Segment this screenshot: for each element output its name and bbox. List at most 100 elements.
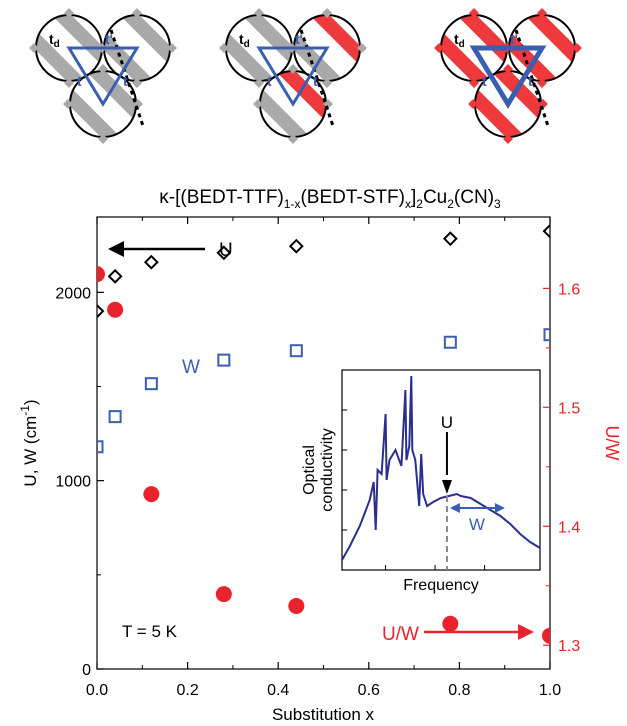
molecule-corner-marker — [357, 43, 367, 53]
molecule-corner-marker — [469, 78, 479, 88]
label-t-left: t — [77, 73, 82, 89]
temperature-label: T = 5 K — [122, 622, 178, 641]
chart-title: κ-[(BEDT-TTF)1-x(BEDT-STF)x]2Cu2(CN)3 — [159, 187, 501, 211]
w-data-point — [144, 377, 158, 391]
uw-data-point — [215, 586, 232, 603]
y-right-tick-label: 1.4 — [558, 519, 580, 536]
inset-chart: U W Frequency Optical conductivity — [301, 369, 541, 594]
x-tick-label: 0.2 — [176, 682, 198, 699]
uw-arrow-head — [518, 624, 534, 640]
y-left-tick-label: 2000 — [55, 285, 91, 302]
molecule-site — [29, 8, 109, 88]
title-part: 2 — [447, 197, 454, 211]
molecule-corner-marker — [322, 8, 332, 18]
inset-w-arrow-head-left — [449, 503, 460, 513]
x-tick-label: 0.8 — [448, 682, 470, 699]
title-part: (BEDT-STF) — [300, 187, 405, 208]
molecule-site — [468, 64, 548, 144]
y-axis-right-label: U/W — [602, 426, 622, 461]
molecule-corner-marker — [253, 99, 263, 109]
x-tick-label: 0.0 — [86, 682, 108, 699]
molecule-corner-marker — [64, 78, 74, 88]
molecule-corner-marker — [468, 99, 478, 109]
u-data-point — [97, 303, 105, 319]
inset-y-label-line2: conductivity — [319, 428, 336, 512]
label-td: td — [454, 31, 465, 50]
label-td-sub: d — [54, 39, 60, 50]
u-data-point — [107, 268, 123, 284]
y-right-tick-label: 1.6 — [558, 281, 580, 298]
molecule-corner-marker — [64, 8, 74, 18]
molecule-corner-marker — [503, 64, 513, 74]
y-left-label-part: U, W (cm — [21, 416, 40, 487]
u-data-point — [216, 245, 232, 261]
label-td: td — [49, 31, 60, 50]
inset-x-label: Frequency — [403, 577, 479, 594]
title-part: 3 — [494, 197, 501, 211]
label-t-right: t — [313, 73, 318, 89]
uw-data-point — [107, 301, 124, 318]
molecule-site — [253, 64, 333, 144]
markers-clipped — [97, 223, 550, 644]
lattice-diagram: td t' t t — [434, 8, 582, 144]
label-t-left: t — [267, 73, 272, 89]
uw-data-point — [97, 266, 105, 283]
inset-w-arrow-head-right — [494, 503, 505, 513]
axis-ticks: 0.0 0.2 0.4 0.6 0.8 1.0 0 1000 2000 1.3 1.4 1.5 1.6 — [55, 217, 580, 699]
u-arrow-head — [108, 241, 124, 257]
uw-data-point — [288, 597, 305, 614]
x-axis-label: Substitution x — [272, 705, 375, 724]
molecule-corner-marker — [29, 43, 39, 53]
w-data-point — [443, 335, 457, 349]
w-data-point — [289, 344, 303, 358]
label-t-left: t — [482, 73, 487, 89]
label-tprime: t' — [510, 31, 518, 47]
molecule-corner-marker — [322, 78, 332, 88]
molecule-corner-marker — [254, 78, 264, 88]
title-part: (CN) — [454, 187, 494, 208]
molecule-corner-marker — [254, 8, 264, 18]
inset-w-label: W — [469, 515, 485, 534]
annotations: U W T = 5 K U/W — [108, 240, 534, 645]
plot-area: κ-[(BEDT-TTF)1-x(BEDT-STF)x]2Cu2(CN)3 0.… — [18, 187, 622, 724]
w-data-point — [217, 353, 231, 367]
label-t-right: t — [528, 73, 533, 89]
title-part: κ-[(BEDT-TTF) — [159, 187, 284, 208]
molecule-corner-marker — [98, 64, 108, 74]
molecule-corner-marker — [288, 64, 298, 74]
molecule-corner-marker — [537, 8, 547, 18]
uw-label: U/W — [382, 624, 419, 645]
lattice-diagram: td t' t t — [29, 8, 177, 144]
u-label: U — [219, 240, 233, 261]
y-left-tick-label: 0 — [82, 662, 91, 679]
label-td-sub: d — [244, 39, 250, 50]
molecule-corner-marker — [132, 8, 142, 18]
molecule-corner-marker — [167, 43, 177, 53]
y-right-tick-label: 1.3 — [558, 638, 580, 655]
u-data-point — [288, 238, 304, 254]
uw-data-point — [143, 486, 160, 503]
y-axis-left-label: U, W (cm-1) — [18, 399, 40, 486]
title-part: ] — [411, 187, 416, 208]
x-tick-label: 0.6 — [358, 682, 380, 699]
u-data-point — [442, 231, 458, 247]
uw-data-point — [442, 615, 459, 632]
diagonal-bond-line — [109, 29, 145, 127]
x-tick-label: 0.4 — [267, 682, 289, 699]
label-td-sub: d — [459, 39, 465, 50]
lattice-diagrams: td t' t t td t' t t td t' t t — [29, 8, 582, 144]
inset-spectrum-line — [341, 375, 541, 561]
molecule-corner-marker — [469, 8, 479, 18]
inset-u-label: U — [441, 413, 453, 432]
u-data-point — [143, 254, 159, 270]
molecule-site — [434, 8, 514, 88]
molecule-corner-marker — [434, 43, 444, 53]
title-part: x — [405, 197, 411, 211]
inset-u-arrow-head — [441, 480, 452, 494]
diagonal-bond-line — [299, 29, 335, 127]
label-td: td — [239, 31, 250, 50]
molecule-corner-marker — [288, 134, 298, 144]
molecule-corner-marker — [63, 99, 73, 109]
y-left-label-part: ) — [21, 399, 40, 405]
